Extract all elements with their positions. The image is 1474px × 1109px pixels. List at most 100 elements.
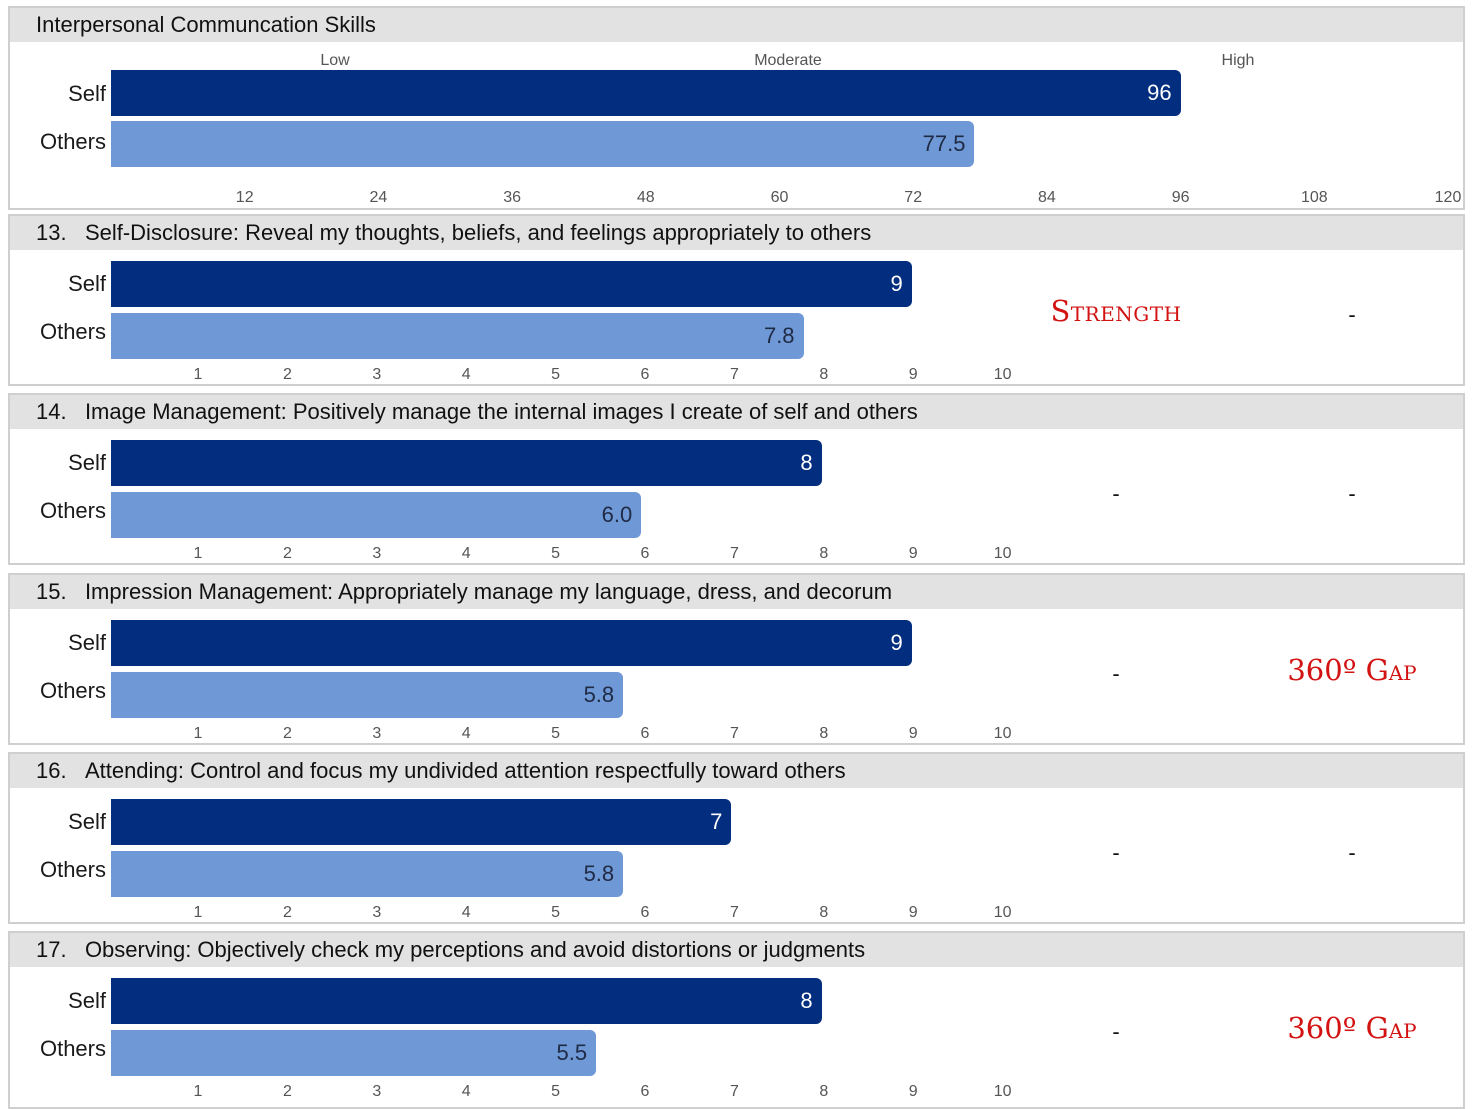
x-tick-label: 10 [993,904,1012,921]
x-tick-label: 1 [193,1083,203,1100]
self-row-label: Self [68,630,106,655]
panel-header: Interpersonal Communcation Skills [10,8,1463,42]
self-bar-value: 96 [1147,80,1172,105]
x-tick-label: 10 [993,1083,1012,1100]
summary-panel: Interpersonal Communcation Skills Low Mo… [8,6,1465,210]
self-bar: 9 [111,261,912,307]
others-row-label: Others [39,1036,106,1061]
x-tick-label: 4 [461,366,471,383]
panel-title: 14. Image Management: Positively manage … [36,395,918,429]
gap-flag: - [1348,481,1356,506]
x-tick-label: 4 [461,545,471,562]
x-tick-label: 10 [993,366,1012,383]
item-panel: 17. Observing: Objectively check my perc… [8,931,1465,1109]
others-bar: 5.5 [111,1030,597,1076]
panel-title: Interpersonal Communcation Skills [36,12,376,37]
x-tick-label: 7 [729,1083,739,1100]
panel-header: 16. Attending: Control and focus my undi… [10,754,1463,788]
others-row-label: Others [39,319,106,344]
x-tick-label: 3 [372,366,382,383]
panel-title: 13. Self-Disclosure: Reveal my thoughts,… [36,216,871,250]
x-tick-label: 2 [282,1083,292,1100]
panel-header: 15. Impression Management: Appropriately… [10,575,1463,609]
x-tick-label: 9 [908,366,918,383]
self-bar: 8 [111,440,822,486]
others-bar: 5.8 [111,851,624,897]
x-tick-label: 8 [819,904,829,921]
self-bar-value: 8 [800,988,813,1013]
others-row-label: Others [39,129,106,154]
others-bar: 77.5 [111,121,975,167]
x-tick-label: 6 [640,725,650,742]
others-row-label: Others [39,678,106,703]
x-tick-label: 48 [636,189,655,206]
others-row-label: Others [39,498,106,523]
item-number: 16. [36,758,67,783]
x-tick-label: 2 [282,366,292,383]
x-tick-label: 5 [551,545,561,562]
x-tick-label: 1 [193,545,203,562]
others-bar-value: 6.0 [601,502,633,527]
self-row-label: Self [68,271,106,296]
x-tick-label: 12 [235,189,254,206]
x-tick-label: 120 [1434,189,1462,206]
x-tick-label: 2 [282,545,292,562]
panel-title: 15. Impression Management: Appropriately… [36,575,892,609]
x-tick-label: 10 [993,725,1012,742]
x-tick-label: 2 [282,904,292,921]
x-tick-label: 96 [1171,189,1190,206]
others-bar-value: 5.8 [583,682,615,707]
x-tick-label: 10 [993,545,1012,562]
item-panel: 16. Attending: Control and focus my undi… [8,752,1465,924]
x-tick-label: 9 [908,1083,918,1100]
self-bar-value: 7 [710,809,723,834]
band-label-low: Low [320,52,350,69]
panel-header: 13. Self-Disclosure: Reveal my thoughts,… [10,216,1463,250]
item-text: Attending: Control and focus my undivide… [84,758,846,783]
x-tick-label: 3 [372,545,382,562]
x-tick-label: 1 [193,366,203,383]
gap-flag: - [1348,840,1356,865]
x-tick-label: 5 [551,904,561,921]
self-bar: 8 [111,978,822,1024]
strength-flag: - [1112,661,1120,686]
self-bar: 9 [111,620,912,666]
x-tick-label: 9 [908,545,918,562]
x-tick-label: 84 [1037,189,1056,206]
gap-flag: - [1348,302,1356,327]
x-tick-label: 60 [770,189,789,206]
self-row-label: Self [68,81,106,106]
x-tick-label: 6 [640,545,650,562]
x-tick-label: 6 [640,904,650,921]
x-tick-label: 1 [193,904,203,921]
x-tick-label: 8 [819,725,829,742]
item-number: 15. [36,579,67,604]
gap-flag: 360º Gap [1287,653,1417,687]
others-bar: 6.0 [111,492,642,538]
others-bar-value: 5.5 [556,1040,588,1065]
x-tick-label: 3 [372,904,382,921]
others-bar: 5.8 [111,672,624,718]
others-bar-value: 5.8 [583,861,615,886]
x-tick-label: 6 [640,366,650,383]
x-tick-label: 6 [640,1083,650,1100]
others-bar-value: 77.5 [922,131,966,156]
item-panel: 15. Impression Management: Appropriately… [8,573,1465,745]
item-text: Impression Management: Appropriately man… [84,579,893,604]
others-row-label: Others [39,857,106,882]
x-tick-label: 7 [729,725,739,742]
self-row-label: Self [68,988,106,1013]
item-text: Self-Disclosure: Reveal my thoughts, bel… [84,220,872,245]
x-tick-label: 5 [551,725,561,742]
item-panel: 14. Image Management: Positively manage … [8,393,1465,565]
item-text: Image Management: Positively manage the … [84,399,918,424]
strength-flag: - [1112,481,1120,506]
x-tick-label: 9 [908,725,918,742]
x-tick-label: 4 [461,904,471,921]
x-tick-label: 9 [908,904,918,921]
x-tick-label: 4 [461,725,471,742]
x-tick-label: 36 [503,189,521,206]
x-tick-label: 72 [904,189,923,206]
self-bar: 96 [111,70,1181,116]
x-tick-label: 5 [551,366,561,383]
